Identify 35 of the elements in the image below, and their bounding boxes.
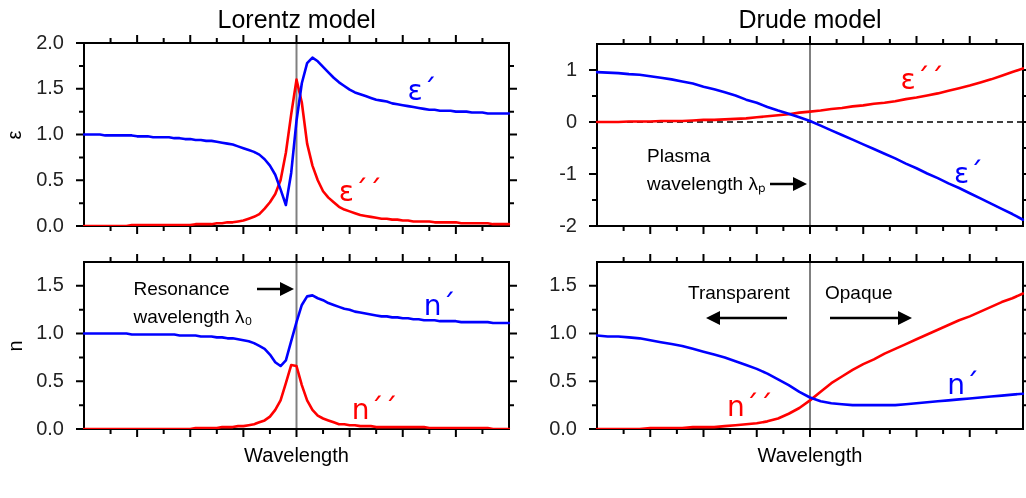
y-tick-label: 0.0 [549, 416, 577, 439]
series-label: n´´ [726, 390, 773, 424]
series-label: n´´ [351, 392, 398, 426]
y-tick-label: 0.5 [36, 167, 64, 190]
y-tick-label: 2.0 [36, 30, 64, 53]
series-label: ε´´ [900, 63, 944, 97]
y-tick-label: 1.5 [36, 76, 64, 99]
y-tick-label: 0.0 [36, 416, 64, 439]
y-tick-label: 1.5 [549, 273, 577, 296]
series-label: n´ [947, 368, 980, 402]
annotation: Transparent [688, 280, 790, 305]
y-tick-label: 0.0 [36, 213, 64, 236]
series-label: ε´ [407, 74, 437, 108]
series-label: ε´ [953, 156, 984, 190]
y-tick-label: 0.5 [36, 368, 64, 391]
y-tick-label: 1.0 [36, 122, 64, 145]
y-tick-label: -2 [559, 213, 577, 236]
series-label: ε´´ [338, 175, 382, 209]
y-tick-label: 0 [565, 109, 577, 132]
chart-title: Drude model [738, 4, 882, 34]
y-axis-title: ε [1, 130, 26, 139]
y-tick-label: 1 [565, 57, 577, 80]
y-axis-title: n [2, 339, 27, 352]
y-tick-label: -1 [559, 161, 577, 184]
annotation: Resonance wavelength λ₀ [133, 276, 253, 329]
chart-title: Lorentz model [217, 4, 376, 34]
annotation: Plasma wavelength λₚ [647, 144, 766, 197]
y-tick-label: 1.0 [549, 321, 577, 344]
annotation: Opaque [825, 280, 893, 305]
x-axis-title: Wavelength [244, 443, 349, 468]
y-tick-label: 0.5 [549, 368, 577, 391]
series-label: n´ [423, 288, 456, 322]
y-tick-label: 1.0 [36, 321, 64, 344]
y-tick-label: 1.5 [36, 273, 64, 296]
x-axis-title: Wavelength [757, 443, 863, 468]
